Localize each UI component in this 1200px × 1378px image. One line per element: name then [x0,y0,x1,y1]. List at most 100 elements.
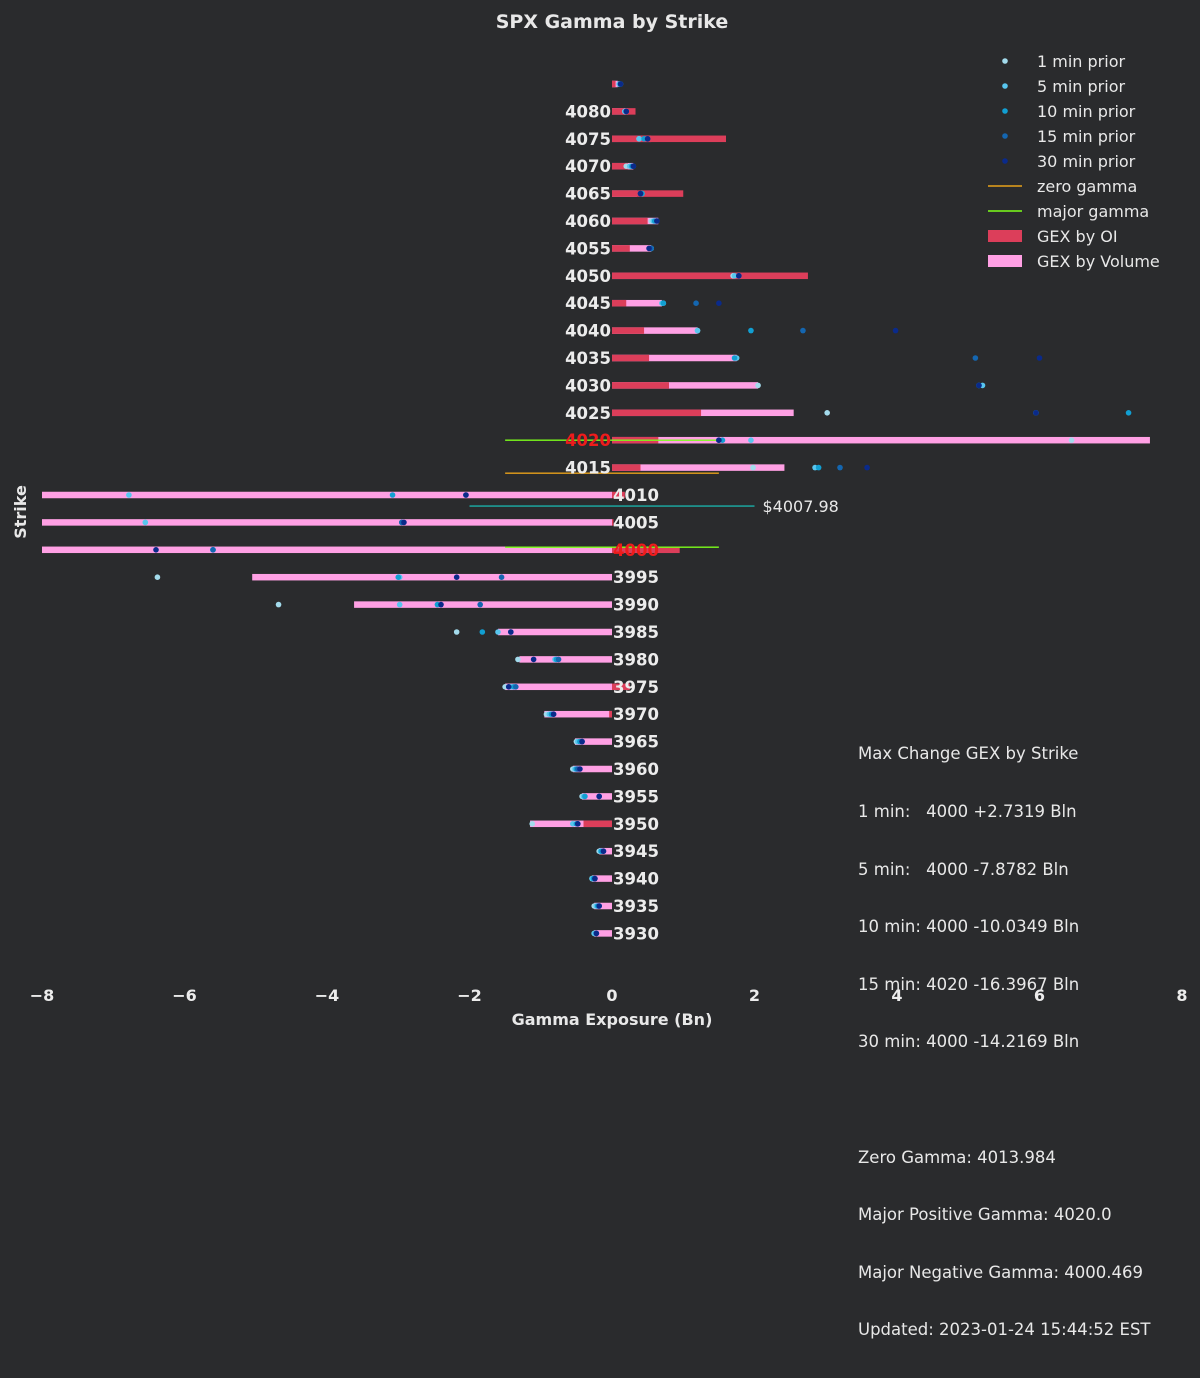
x-tick-label: 6 [1034,986,1045,1005]
oi-bar [612,299,627,307]
prior-dot [736,273,742,279]
oi-bar [612,409,702,417]
prior-dot [550,711,557,717]
reference-lines: $4007.98 [469,439,839,548]
prior-dot [623,108,630,115]
x-tick-label: −4 [315,986,340,1005]
prior-dot [644,136,651,142]
info-line: 10 min: 4000 -10.0349 Bln [858,917,1080,937]
prior-dot [600,848,607,854]
oi-bar [612,354,650,362]
prior-dot [637,190,644,197]
volume-bar [612,464,785,471]
strike-label: 3950 [613,815,659,834]
x-tick-label: −6 [172,986,197,1005]
prior-dot [395,574,402,580]
prior-dot [505,684,512,690]
prior-dot [498,574,505,580]
prior-dot [154,574,161,580]
prior-dot [636,136,642,142]
legend-marker [1002,158,1008,164]
prior-dot [1033,410,1039,416]
x-tick-label: 2 [749,986,760,1005]
legend-label: 1 min prior [1037,52,1125,71]
strike-label: 3940 [613,870,659,889]
strike-label: 4045 [565,294,611,313]
x-tick-label: −8 [30,986,55,1005]
legend-marker [1002,133,1008,139]
info-line: 30 min: 4000 -14.2169 Bln [858,1032,1080,1052]
volume-bar [612,327,698,334]
prior-dot [800,327,806,334]
volume-bar [574,738,612,745]
prior-dot [630,163,637,169]
strike-label: 3985 [613,623,659,642]
prior-dot [142,519,149,526]
volume-bar [544,710,612,718]
prior-dot [592,875,598,882]
prior-dot [513,684,519,690]
strike-label: 3990 [613,596,659,615]
strike-label: 4010 [613,486,659,505]
prior-dot [453,629,460,635]
strike-label: 4020 [565,431,611,450]
oi-bar [612,162,628,170]
oi-bar [612,327,645,334]
prior-dot [748,327,754,334]
legend-label: zero gamma [1037,177,1137,196]
info-line: Major Negative Gamma: 4000.469 [858,1262,1144,1282]
strike-label: 4080 [565,102,611,121]
volume-bar [42,519,612,526]
legend-label: 15 min prior [1037,127,1136,146]
legend-label: 30 min prior [1037,152,1136,171]
info-line: 15 min: 4020 -16.3967 Bln [858,974,1080,994]
x-tick-label: 4 [891,986,902,1005]
info-line: Zero Gamma: 4013.984 [858,1147,1056,1167]
prior-dot [453,574,460,580]
volume-bar [498,628,612,636]
prior-dot [495,629,501,635]
info-line: Updated: 2023-01-24 15:44:52 EST [858,1320,1151,1340]
prior-dot [731,355,738,361]
legend: 1 min prior 5 min prior 10 min prior 15 min… [988,52,1160,271]
prior-dot [976,382,982,389]
prior-dot [477,601,483,608]
strike-label: 3965 [613,733,659,752]
strike-label: 4065 [565,185,611,204]
x-axis-label: Gamma Exposure (Bn) [512,1010,713,1029]
prior-dot [210,547,216,553]
oi-bar [612,464,641,471]
volume-bar [612,382,759,389]
volume-bar [592,875,612,882]
prior-dot [579,738,585,745]
strike-label: 4000 [613,541,659,560]
prior-dot [575,821,581,827]
strike-label: 4035 [565,349,611,368]
volume-bar [594,930,612,937]
prior-dot [824,410,830,416]
prior-dot [748,437,754,444]
strike-label: 3960 [613,760,659,779]
strike-label: 3970 [613,705,659,724]
strike-label: 3980 [613,650,659,669]
prior-dot [153,547,159,553]
oi-bar [612,491,625,499]
legend-label: GEX by Volume [1037,252,1160,271]
legend-marker [1002,108,1008,114]
legend-label: GEX by OI [1037,227,1118,246]
info-line: Max Change GEX by Strike [858,744,1079,764]
oi-bar [612,519,614,526]
strike-label: 3995 [613,568,659,587]
chart-title: SPX Gamma by Strike [496,11,729,33]
strike-label: 3945 [613,842,659,861]
volume-bar [42,546,612,554]
prior-dot [515,656,521,663]
prior-dot [596,793,602,800]
legend-marker [988,230,1022,242]
prior-dot [864,464,870,471]
prior-dot [716,300,722,307]
info-box: Max Change GEX by Strike 1 min: 4000 +2.… [858,706,1188,1378]
prior-dot [646,245,652,252]
prior-dot [508,629,514,635]
volume-bar [572,765,612,773]
